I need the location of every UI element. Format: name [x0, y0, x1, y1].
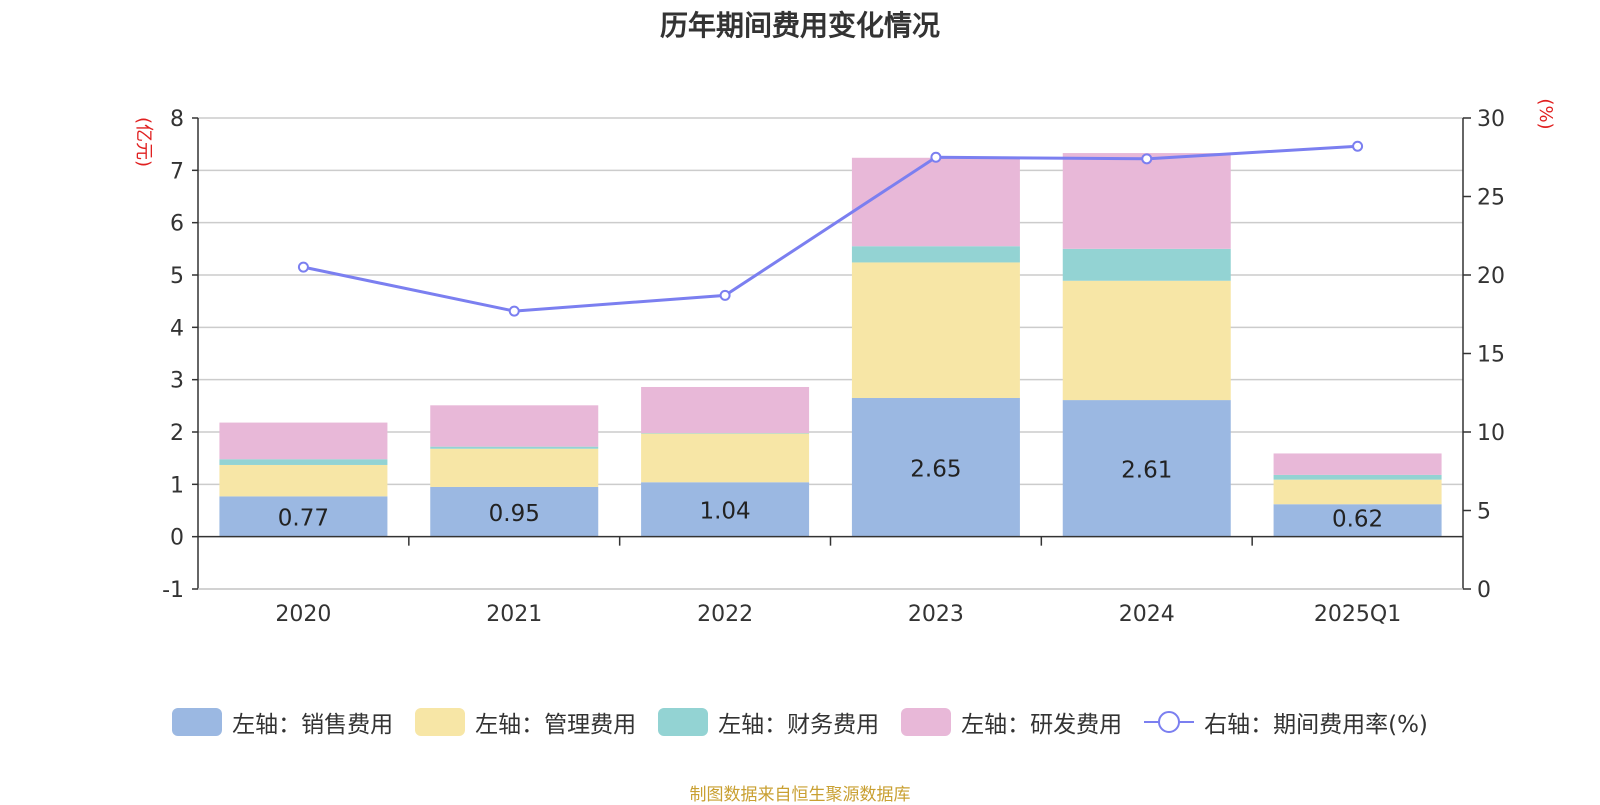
legend-item-rnd[interactable]: 左轴：研发费用: [901, 705, 1122, 739]
x-axis-tick-label: 2025Q1: [1314, 602, 1401, 627]
data-label-sales: 2.65: [910, 456, 961, 482]
bar-finance: [851, 246, 1020, 263]
bar-admin: [1062, 280, 1231, 401]
legend-label-sales: 左轴：销售费用: [232, 712, 394, 738]
rate-point: [1352, 140, 1364, 152]
x-axis-tick-label: 2020: [275, 602, 331, 627]
legend-item-admin[interactable]: 左轴：管理费用: [415, 705, 636, 739]
right-axis-tick-label: 20: [1477, 264, 1505, 289]
bar-finance: [641, 433, 810, 434]
legend-label-rate: 右轴：期间费用率(%): [1204, 712, 1428, 738]
axis-layer: -1 0 1 2 3 4 5 6 7 8 0 5 10 15 20 25 30 2020 2021 2022 2023 2…: [133, 98, 1556, 627]
legend: 左轴：销售费用 左轴：管理费用 左轴：财务费用 左轴：研发费用 右轴：期间费用率…: [0, 705, 1600, 739]
left-axis-tick-label: 1: [170, 473, 184, 498]
data-label-sales: 0.77: [278, 506, 329, 532]
bar-sales: [851, 397, 1020, 537]
bar-sales: [430, 486, 599, 537]
legend-swatch-rate-icon: [1144, 711, 1195, 733]
bar-sales: [219, 496, 388, 537]
chart-title: 历年期间费用变化情况: [659, 9, 940, 42]
left-axis-tick-label: 8: [170, 107, 184, 132]
bar-rnd: [641, 386, 810, 434]
x-axis-tick-label: 2024: [1119, 602, 1175, 627]
legend-item-rate[interactable]: 右轴：期间费用率(%): [1144, 705, 1428, 739]
bar-sales: [1273, 504, 1442, 537]
bar-rnd: [1273, 453, 1442, 475]
bar-finance: [1273, 474, 1442, 480]
left-axis-tick-label: 0: [170, 526, 184, 551]
x-axis-tick-label: 2022: [697, 602, 753, 627]
rate-line: [303, 144, 1358, 313]
legend-label-finance: 左轴：财务费用: [718, 712, 880, 738]
source-note: 制图数据来自恒生聚源数据库: [689, 785, 911, 805]
right-axis-tick-label: 0: [1477, 578, 1491, 603]
rate-point: [1141, 153, 1153, 165]
bar-rnd: [430, 405, 599, 447]
bar-rnd: [851, 157, 1020, 247]
legend-swatch-admin: [415, 708, 466, 736]
right-axis-unit: (%): [1535, 98, 1556, 129]
left-axis-tick-label: -1: [162, 578, 184, 603]
right-axis-tick-label: 15: [1477, 343, 1505, 368]
legend-label-rnd: 左轴：研发费用: [961, 712, 1123, 738]
rate-point: [930, 151, 942, 163]
bar-admin: [641, 433, 810, 483]
line-layer: [297, 140, 1364, 317]
right-axis-tick-label: 10: [1477, 421, 1505, 446]
bar-admin: [430, 448, 599, 487]
data-label-sales: 0.62: [1332, 507, 1383, 533]
left-axis-tick-label: 4: [170, 316, 184, 341]
left-axis-tick-label: 2: [170, 421, 184, 446]
rate-point: [508, 305, 520, 317]
rate-point: [719, 289, 731, 301]
left-axis-tick-label: 5: [170, 264, 184, 289]
bar-sales: [641, 482, 810, 537]
left-axis-tick-label: 6: [170, 212, 184, 237]
legend-label-admin: 左轴：管理费用: [475, 712, 637, 738]
bar-finance: [430, 446, 599, 449]
bar-rnd: [219, 422, 388, 460]
legend-swatch-sales: [172, 708, 223, 736]
bar-finance: [219, 459, 388, 465]
left-axis-unit: (亿元): [133, 117, 154, 167]
bar-finance: [1062, 248, 1231, 281]
legend-item-finance[interactable]: 左轴：财务费用: [658, 705, 879, 739]
legend-swatch-finance: [658, 708, 709, 736]
bar-admin: [219, 464, 388, 497]
data-label-sales: 2.61: [1121, 457, 1172, 483]
bar-layer: [219, 153, 1442, 537]
x-axis-tick-label: 2023: [908, 602, 964, 627]
chart-plot: -1 0 1 2 3 4 5 6 7 8 0 5 10 15 20 25 30 2020 2021 2022 2023 2…: [133, 98, 1556, 627]
grid-layer: [198, 117, 1463, 590]
bar-sales: [1062, 400, 1231, 537]
right-axis-tick-label: 25: [1477, 186, 1505, 211]
rate-point: [297, 261, 309, 273]
label-layer: 0.77 0.95 1.04 2.65 2.61 0.62: [278, 456, 1383, 532]
data-label-sales: 0.95: [489, 501, 540, 527]
legend-swatch-rnd: [901, 708, 952, 736]
bar-rnd: [1062, 153, 1231, 249]
bar-admin: [1273, 479, 1442, 505]
left-axis-tick-label: 3: [170, 369, 184, 394]
right-axis-tick-label: 30: [1477, 107, 1505, 132]
bar-admin: [851, 262, 1020, 398]
left-axis-tick-label: 7: [170, 159, 184, 184]
data-label-sales: 1.04: [699, 498, 750, 524]
x-axis-tick-label: 2021: [486, 602, 542, 627]
right-axis-tick-label: 5: [1477, 500, 1491, 525]
legend-item-sales[interactable]: 左轴：销售费用: [172, 705, 393, 739]
